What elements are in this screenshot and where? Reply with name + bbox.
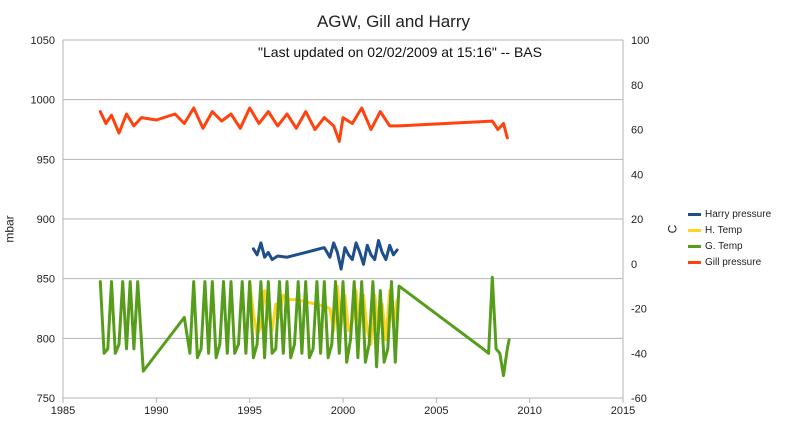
y-tick-label: 750 [37,393,55,405]
series-line-g-temp [98,275,511,378]
legend-label: G. Temp [705,240,743,252]
y2-tick-label: 100 [631,35,649,47]
y-tick-label: 1000 [31,95,55,107]
y2-tick-label: 40 [631,169,643,181]
legend-swatch [688,244,701,248]
chart-title: AGW, Gill and Harry [316,12,471,31]
x-tick-label: 1985 [51,405,75,417]
chart-subtitle: "Last updated on 02/02/2009 at 15:16" --… [258,44,542,60]
x-tick-label: 2010 [517,405,541,417]
x-tick-label: 1990 [144,405,168,417]
legend: Harry pressure H. Temp G. Temp Gill pres… [688,206,771,270]
y2-axis-label: C [665,224,680,234]
series-line-gill-pressure [98,106,509,143]
y-tick-label: 850 [37,274,55,286]
legend-label: H. Temp [705,224,743,236]
legend-swatch [688,212,701,216]
legend-item-g-temp: G. Temp [688,238,771,254]
y2-tick-label: -20 [631,304,647,316]
tick-labels: 750 800 850 900 950 1000 1050 -60 -40 -20 0 20 40 60 8… [31,35,650,417]
series-line-harry-pressure [251,239,399,271]
y2-tick-label: -40 [631,348,647,360]
series-group [98,106,511,378]
legend-label: Harry pressure [705,208,772,220]
y-tick-label: 900 [37,214,55,226]
x-tick-label: 1995 [237,405,261,417]
legend-label: Gill pressure [705,256,762,268]
x-tick-label: 2005 [424,405,448,417]
y2-tick-label: 60 [631,125,643,137]
legend-item-h-temp: H. Temp [688,222,771,238]
y2-tick-label: 0 [631,259,637,271]
y-axis-label: mbar [2,215,17,243]
y2-tick-label: -60 [631,393,647,405]
y-tick-label: 800 [37,333,55,345]
y2-tick-label: 20 [631,214,643,226]
y2-tick-label: 80 [631,80,643,92]
legend-swatch [688,228,701,232]
legend-item-gill-pressure: Gill pressure [688,254,771,270]
legend-item-harry-pressure: Harry pressure [688,206,771,222]
y-tick-label: 1050 [31,35,55,47]
y-tick-label: 950 [37,154,55,166]
x-tick-label: 2000 [331,405,355,417]
grid [62,39,624,403]
legend-swatch [688,260,701,264]
x-tick-label: 2015 [611,405,635,417]
